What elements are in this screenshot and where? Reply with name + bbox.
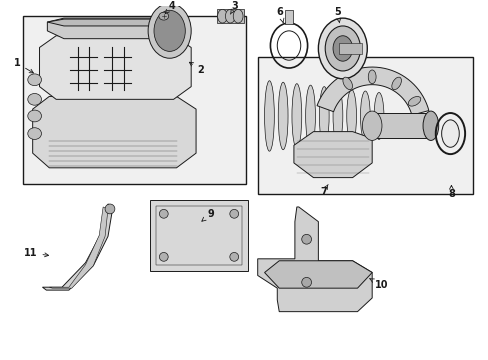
Ellipse shape — [154, 10, 185, 51]
Polygon shape — [33, 96, 196, 168]
Ellipse shape — [105, 204, 115, 214]
Ellipse shape — [148, 4, 191, 58]
Ellipse shape — [319, 87, 328, 145]
Bar — [257, 57, 472, 194]
Bar — [338, 42, 362, 54]
Polygon shape — [257, 207, 371, 312]
Text: 3: 3 — [230, 1, 238, 14]
Text: 9: 9 — [202, 209, 214, 221]
Ellipse shape — [159, 12, 168, 20]
Ellipse shape — [332, 36, 352, 61]
Ellipse shape — [318, 18, 366, 79]
Ellipse shape — [28, 94, 41, 105]
Ellipse shape — [373, 93, 383, 139]
Ellipse shape — [342, 77, 352, 90]
Text: 4: 4 — [165, 1, 175, 14]
Ellipse shape — [367, 70, 375, 84]
Ellipse shape — [159, 210, 168, 218]
Text: 1: 1 — [14, 58, 33, 73]
Bar — [371, 113, 430, 139]
Polygon shape — [42, 204, 113, 290]
Ellipse shape — [422, 111, 438, 140]
Ellipse shape — [407, 96, 420, 106]
Bar — [285, 10, 292, 24]
Ellipse shape — [217, 9, 227, 23]
Ellipse shape — [278, 82, 287, 150]
Ellipse shape — [391, 77, 401, 90]
Ellipse shape — [225, 9, 235, 23]
Ellipse shape — [346, 90, 356, 143]
Ellipse shape — [301, 278, 311, 287]
Ellipse shape — [360, 91, 369, 141]
Ellipse shape — [332, 88, 342, 144]
Ellipse shape — [441, 120, 458, 147]
Ellipse shape — [291, 84, 301, 148]
Polygon shape — [293, 132, 371, 177]
Text: 2: 2 — [189, 62, 204, 75]
Polygon shape — [264, 261, 371, 288]
Ellipse shape — [233, 9, 243, 23]
Bar — [216, 9, 244, 23]
Ellipse shape — [159, 252, 168, 261]
Ellipse shape — [28, 128, 41, 139]
Ellipse shape — [362, 111, 381, 140]
Ellipse shape — [28, 110, 41, 122]
Text: 7: 7 — [319, 185, 327, 197]
Polygon shape — [316, 67, 428, 115]
Ellipse shape — [325, 26, 360, 71]
Text: 10: 10 — [369, 279, 388, 290]
Bar — [23, 16, 245, 184]
Polygon shape — [47, 18, 186, 39]
Bar — [150, 200, 247, 271]
Polygon shape — [47, 19, 186, 26]
Ellipse shape — [264, 81, 274, 151]
Bar — [156, 206, 242, 265]
Ellipse shape — [305, 85, 315, 147]
Ellipse shape — [229, 252, 238, 261]
Text: 11: 11 — [24, 248, 48, 258]
Polygon shape — [49, 207, 108, 288]
Text: 5: 5 — [334, 7, 341, 23]
Polygon shape — [40, 36, 191, 99]
Ellipse shape — [28, 74, 41, 86]
Text: 8: 8 — [447, 185, 454, 199]
Ellipse shape — [301, 234, 311, 244]
Text: 6: 6 — [276, 7, 284, 23]
Ellipse shape — [229, 210, 238, 218]
